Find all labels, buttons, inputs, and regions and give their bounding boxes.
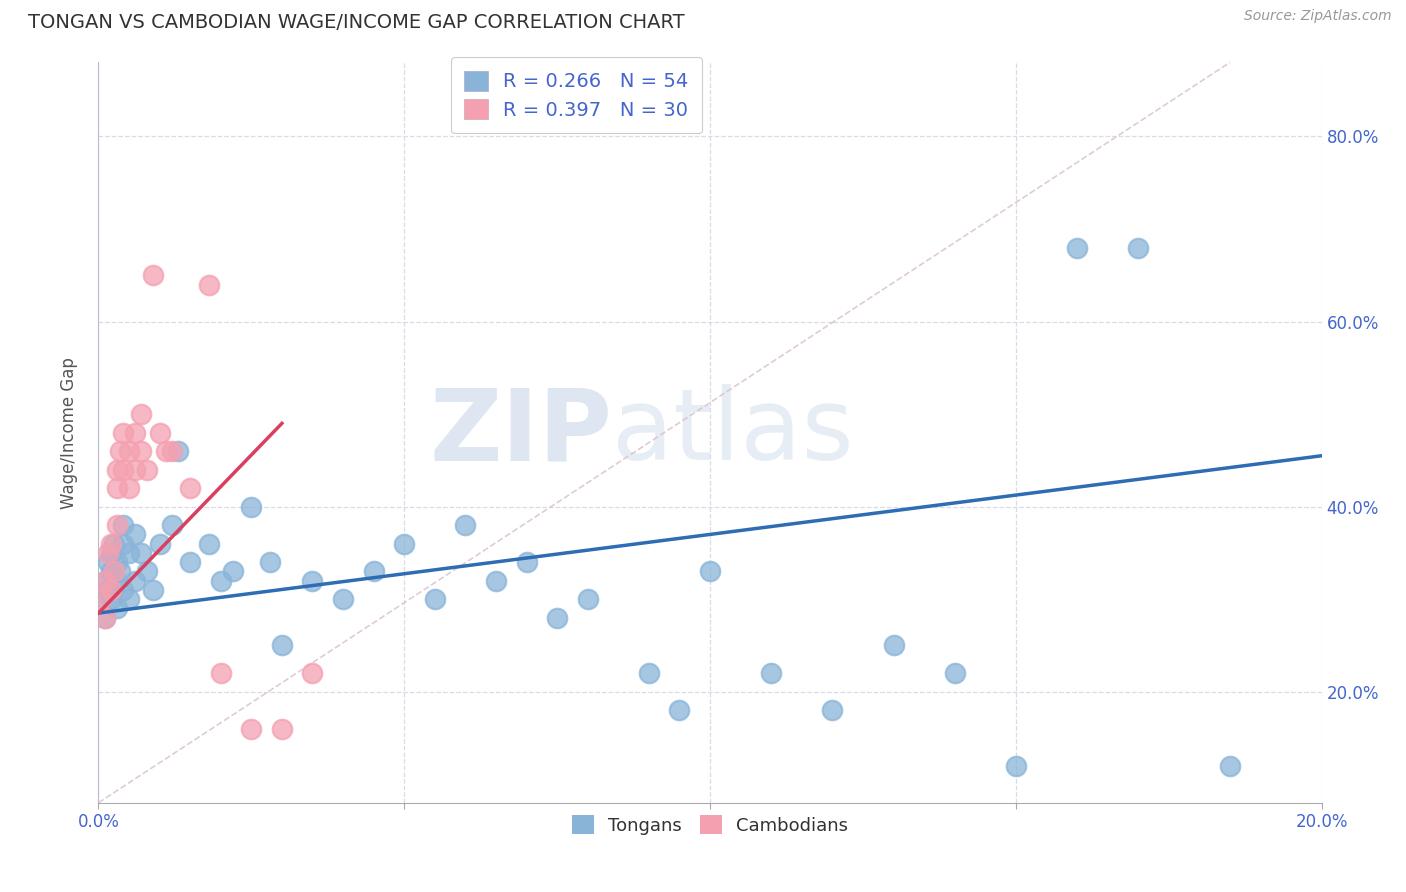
Point [124,574,146,588]
Point [1219,758,1241,772]
Point [105,481,128,495]
Point [111,518,134,533]
Point [699,565,721,579]
Point [454,518,477,533]
Point [167,444,190,458]
Point [516,555,538,569]
Point [111,536,134,550]
Point [821,703,844,717]
Point [883,639,905,653]
Point [124,425,146,440]
Text: Source: ZipAtlas.com: Source: ZipAtlas.com [1244,9,1392,23]
Point [97,546,120,560]
Point [546,610,568,624]
Point [149,536,172,550]
Point [270,639,292,653]
Point [301,666,323,681]
Point [105,555,128,569]
Point [136,462,159,476]
Point [136,565,159,579]
Point [103,565,125,579]
Text: ZIP: ZIP [429,384,612,481]
Point [118,481,141,495]
Point [270,722,292,736]
Point [105,601,128,615]
Point [209,666,232,681]
Point [100,536,122,550]
Point [943,666,966,681]
Point [111,582,134,597]
Point [392,536,416,550]
Point [160,444,183,458]
Point [179,555,201,569]
Point [240,722,263,736]
Point [129,407,152,421]
Point [100,546,122,560]
Point [1066,240,1088,254]
Text: TONGAN VS CAMBODIAN WAGE/INCOME GAP CORRELATION CHART: TONGAN VS CAMBODIAN WAGE/INCOME GAP CORR… [28,13,685,32]
Point [97,555,120,569]
Point [93,610,115,624]
Point [118,546,141,560]
Point [111,462,134,476]
Point [637,666,661,681]
Point [118,592,141,607]
Point [124,527,146,541]
Point [100,582,122,597]
Point [124,462,146,476]
Point [105,574,128,588]
Point [97,582,120,597]
Point [363,565,385,579]
Point [129,444,152,458]
Point [90,592,112,607]
Point [129,546,152,560]
Text: atlas: atlas [612,384,853,481]
Point [108,444,131,458]
Point [240,500,263,514]
Point [155,444,177,458]
Point [93,610,115,624]
Point [423,592,446,607]
Point [222,565,245,579]
Point [301,574,323,588]
Point [142,582,165,597]
Point [179,481,201,495]
Point [197,277,219,292]
Point [93,574,115,588]
Point [105,518,128,533]
Point [160,518,183,533]
Point [108,565,131,579]
Point [197,536,219,550]
Point [111,425,134,440]
Point [668,703,690,717]
Point [576,592,599,607]
Point [100,592,122,607]
Point [485,574,508,588]
Point [1004,758,1026,772]
Point [90,592,112,607]
Point [105,462,128,476]
Point [759,666,782,681]
Legend: Tongans, Cambodians: Tongans, Cambodians [561,805,859,846]
Point [103,536,125,550]
Point [93,574,115,588]
Point [259,555,281,569]
Point [332,592,354,607]
Point [100,565,122,579]
Point [118,444,141,458]
Point [142,268,165,283]
Point [1128,240,1150,254]
Point [149,425,172,440]
Point [209,574,232,588]
Y-axis label: Wage/Income Gap: Wage/Income Gap [59,357,77,508]
